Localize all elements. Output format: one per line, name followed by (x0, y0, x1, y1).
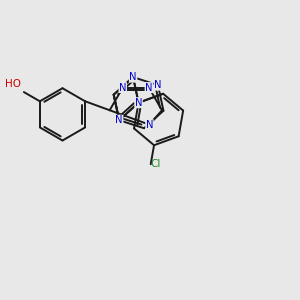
Text: N: N (154, 80, 162, 90)
Text: N: N (146, 120, 153, 130)
Text: N: N (135, 98, 142, 108)
Text: Cl: Cl (151, 159, 161, 169)
Text: HO: HO (5, 79, 21, 89)
Text: N: N (116, 115, 123, 125)
Text: N: N (129, 72, 137, 82)
Text: N: N (119, 82, 127, 93)
Text: N: N (145, 82, 153, 93)
